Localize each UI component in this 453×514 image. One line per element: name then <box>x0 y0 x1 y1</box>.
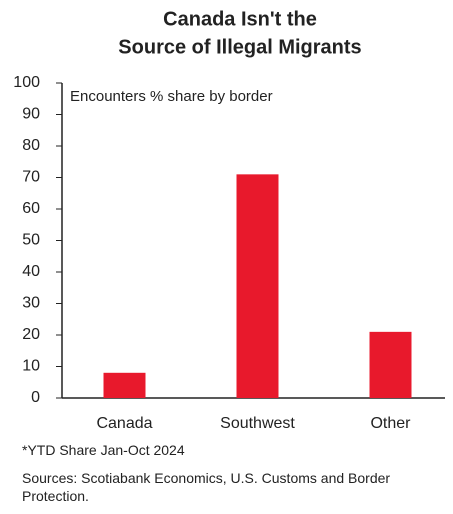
source-note: Sources: Scotiabank Economics, U.S. Cust… <box>22 470 391 504</box>
y-tick-label: 10 <box>22 358 40 375</box>
y-tick-label: 70 <box>22 169 40 186</box>
chart-title: Canada Isn't the <box>163 8 317 30</box>
footnote: *YTD Share Jan-Oct 2024 <box>22 442 185 458</box>
chart: Canada Isn't the Source of Illegal Migra… <box>13 8 445 432</box>
bar <box>369 331 412 398</box>
x-tick-label: Canada <box>96 415 152 432</box>
y-tick-label: 100 <box>13 74 40 91</box>
annotation: Encounters % share by border <box>70 88 273 105</box>
y-tick-label: 50 <box>22 232 40 249</box>
bar <box>103 372 146 398</box>
y-tick-label: 60 <box>22 200 40 217</box>
x-tick-label: Southwest <box>220 415 295 432</box>
chart-title: Source of Illegal Migrants <box>118 36 361 58</box>
y-tick-label: 80 <box>22 137 40 154</box>
y-tick-label: 90 <box>22 106 40 123</box>
y-tick-label: 20 <box>22 326 40 343</box>
x-tick-label: Other <box>370 415 411 432</box>
bar <box>236 174 279 398</box>
y-tick-label: 0 <box>31 389 40 406</box>
y-tick-label: 40 <box>22 263 40 280</box>
y-tick-label: 30 <box>22 295 40 312</box>
